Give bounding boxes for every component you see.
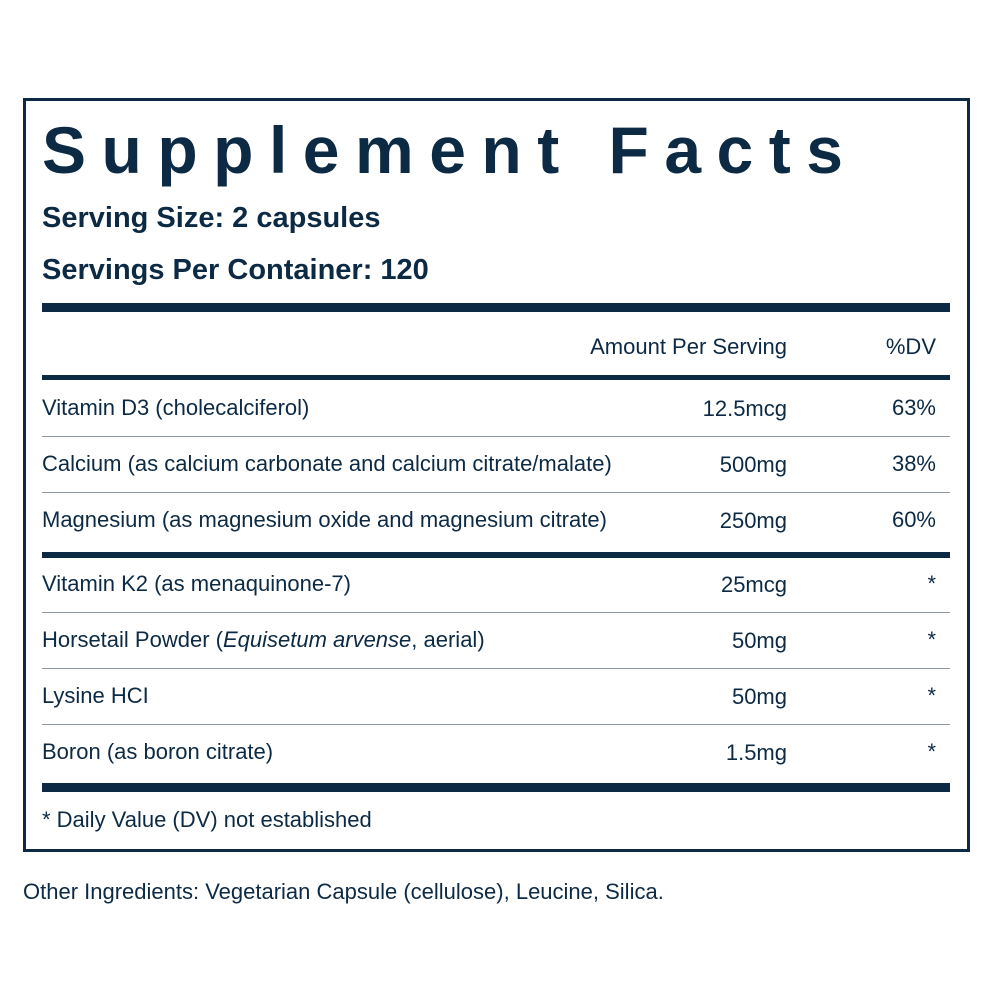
nutrient-name: Vitamin K2 (as menaquinone-7) [42,570,351,598]
name-text: Calcium (as calcium carbonate and calciu… [42,451,612,476]
amount-header: Amount Per Serving [590,334,787,359]
footnote: * Daily Value (DV) not established [42,807,372,832]
row-rule [42,612,950,613]
name-text: , aerial) [411,627,485,652]
name-italic: Equisetum arvense [222,627,412,652]
amount: 250mg [719,508,787,533]
nutrient-name: Boron (as boron citrate) [42,738,273,766]
amount: 1.5mg [725,740,787,765]
name-text: Lysine HCI [42,683,149,708]
nutrient-name: Horsetail Powder (Equisetum arvense, aer… [42,626,485,654]
row-rule [42,436,950,437]
nutrient-name: Magnesium (as magnesium oxide and magnes… [42,506,607,534]
daily-value: 60% [891,507,936,532]
label-box [23,98,970,852]
nutrient-name: Vitamin D3 (cholecalciferol) [42,394,309,422]
daily-value: * [927,739,936,764]
daily-value: * [927,683,936,708]
row-rule [42,492,950,493]
row-rule [42,724,950,725]
nutrient-name: Lysine HCI [42,682,149,710]
daily-value: 38% [891,451,936,476]
daily-value: * [927,627,936,652]
amount: 500mg [719,452,787,477]
header-rule [42,375,950,380]
daily-value: * [927,571,936,596]
thick-rule [42,783,950,792]
group-rule [42,552,950,558]
serving-size: Serving Size: 2 capsules [42,202,381,234]
servings-per-container: Servings Per Container: 120 [42,254,429,286]
name-text: Magnesium (as magnesium oxide and magnes… [42,507,607,532]
thick-rule [42,303,950,312]
amount: 50mg [731,684,787,709]
daily-value: 63% [891,395,936,420]
label-title: Supplement Facts [42,113,859,187]
other-ingredients: Other Ingredients: Vegetarian Capsule (c… [23,879,664,904]
amount: 12.5mcg [702,396,787,421]
amount: 50mg [731,628,787,653]
row-rule [42,668,950,669]
name-text: Horsetail Powder ( [42,627,223,652]
nutrient-name: Calcium (as calcium carbonate and calciu… [42,450,612,478]
dv-header: %DV [885,334,936,359]
name-text: Vitamin D3 (cholecalciferol) [42,395,310,420]
name-text: Boron (as boron citrate) [42,739,274,764]
name-text: Vitamin K2 (as menaquinone-7) [42,571,351,596]
amount: 25mcg [720,572,787,597]
